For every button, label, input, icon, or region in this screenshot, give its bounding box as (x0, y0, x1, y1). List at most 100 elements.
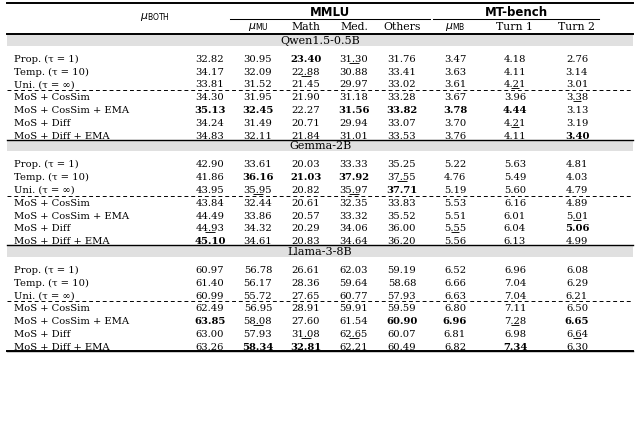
Text: 61.40: 61.40 (196, 278, 225, 287)
Bar (7, 140, 633, 152)
Text: 6.01: 6.01 (504, 211, 526, 220)
Text: 33.81: 33.81 (196, 80, 225, 89)
Text: 33.07: 33.07 (388, 119, 416, 128)
Text: 35.95: 35.95 (244, 186, 272, 194)
Text: 31.52: 31.52 (244, 80, 273, 89)
Text: 31.76: 31.76 (388, 55, 416, 64)
Text: 7.28: 7.28 (504, 316, 526, 326)
Text: 3.38: 3.38 (566, 93, 588, 102)
Text: 5.60: 5.60 (504, 186, 526, 194)
Text: $\mu_{\mathrm{BOTH}}$: $\mu_{\mathrm{BOTH}}$ (140, 11, 170, 23)
Text: 60.77: 60.77 (340, 291, 368, 300)
Text: Med.: Med. (340, 22, 368, 32)
Text: 63.00: 63.00 (196, 329, 224, 338)
Text: 21.45: 21.45 (292, 80, 321, 89)
Text: 7.04: 7.04 (504, 278, 526, 287)
Text: 57.93: 57.93 (388, 291, 416, 300)
Text: 4.03: 4.03 (566, 173, 588, 182)
Text: 31.18: 31.18 (340, 93, 369, 102)
Text: 58.08: 58.08 (244, 316, 272, 326)
Text: MoS + Diff: MoS + Diff (14, 224, 70, 233)
Text: 6.08: 6.08 (566, 265, 588, 274)
Text: 3.14: 3.14 (566, 68, 588, 77)
Text: 34.17: 34.17 (196, 68, 225, 77)
Text: Prop. (τ = 1): Prop. (τ = 1) (14, 160, 79, 169)
Text: 63.26: 63.26 (196, 342, 224, 351)
Text: 6.96: 6.96 (504, 265, 526, 274)
Text: 58.34: 58.34 (243, 342, 274, 351)
Text: 56.17: 56.17 (244, 278, 272, 287)
Text: $\mu_{\mathrm{MU}}$: $\mu_{\mathrm{MU}}$ (248, 21, 268, 33)
Text: 60.99: 60.99 (196, 291, 224, 300)
Text: 32.11: 32.11 (244, 131, 273, 140)
Text: MoS + CosSim: MoS + CosSim (14, 93, 90, 102)
Text: 33.02: 33.02 (388, 80, 416, 89)
Text: 31.49: 31.49 (244, 119, 273, 128)
Text: 6.13: 6.13 (504, 237, 526, 246)
Text: $\mu_{\mathrm{MB}}$: $\mu_{\mathrm{MB}}$ (445, 21, 465, 33)
Text: 30.95: 30.95 (244, 55, 272, 64)
Text: 4.76: 4.76 (444, 173, 466, 182)
Text: 3.76: 3.76 (444, 131, 466, 140)
Text: 33.41: 33.41 (388, 68, 417, 77)
Text: Temp. (τ = 10): Temp. (τ = 10) (14, 173, 89, 182)
Text: 44.93: 44.93 (196, 224, 225, 233)
Text: 5.56: 5.56 (444, 237, 466, 246)
Text: 37.71: 37.71 (387, 186, 418, 194)
Text: MoS + Diff: MoS + Diff (14, 329, 70, 338)
Text: 56.78: 56.78 (244, 265, 272, 274)
Text: 6.98: 6.98 (504, 329, 526, 338)
Text: 30.88: 30.88 (340, 68, 368, 77)
Text: 6.96: 6.96 (443, 316, 467, 326)
Text: 62.21: 62.21 (340, 342, 368, 351)
Text: 6.80: 6.80 (444, 304, 466, 313)
Text: 4.79: 4.79 (566, 186, 588, 194)
Text: 61.54: 61.54 (340, 316, 369, 326)
Text: 4.21: 4.21 (504, 119, 526, 128)
Text: 6.30: 6.30 (566, 342, 588, 351)
Bar (7, 246, 633, 257)
Text: 20.82: 20.82 (292, 186, 320, 194)
Text: 3.61: 3.61 (444, 80, 466, 89)
Text: 4.11: 4.11 (504, 131, 526, 140)
Text: 2.76: 2.76 (566, 55, 588, 64)
Text: Turn 1: Turn 1 (497, 22, 534, 32)
Text: 37.55: 37.55 (388, 173, 416, 182)
Text: 3.78: 3.78 (443, 106, 467, 115)
Text: Math: Math (292, 22, 321, 32)
Text: 58.68: 58.68 (388, 278, 416, 287)
Text: 59.64: 59.64 (340, 278, 368, 287)
Text: 37.92: 37.92 (339, 173, 369, 182)
Text: 4.44: 4.44 (503, 106, 527, 115)
Text: 32.81: 32.81 (291, 342, 322, 351)
Text: 33.33: 33.33 (340, 160, 368, 169)
Text: 36.20: 36.20 (388, 237, 416, 246)
Text: 34.06: 34.06 (340, 224, 368, 233)
Text: 33.82: 33.82 (387, 106, 418, 115)
Text: 59.19: 59.19 (388, 265, 417, 274)
Text: 31.08: 31.08 (292, 329, 321, 338)
Text: 55.72: 55.72 (244, 291, 272, 300)
Text: Prop. (τ = 1): Prop. (τ = 1) (14, 55, 79, 64)
Text: Uni. (τ = ∞): Uni. (τ = ∞) (14, 80, 75, 89)
Text: 21.90: 21.90 (292, 93, 321, 102)
Text: 36.00: 36.00 (388, 224, 416, 233)
Text: 20.83: 20.83 (292, 237, 320, 246)
Text: 41.86: 41.86 (196, 173, 225, 182)
Text: 32.09: 32.09 (244, 68, 272, 77)
Text: 33.86: 33.86 (244, 211, 272, 220)
Text: 3.19: 3.19 (566, 119, 588, 128)
Text: MoS + Diff + EMA: MoS + Diff + EMA (14, 131, 109, 140)
Text: 4.81: 4.81 (566, 160, 588, 169)
Text: Temp. (τ = 10): Temp. (τ = 10) (14, 68, 89, 77)
Text: 5.01: 5.01 (566, 211, 588, 220)
Text: 22.27: 22.27 (292, 106, 320, 115)
Text: 20.03: 20.03 (292, 160, 320, 169)
Text: 29.94: 29.94 (340, 119, 369, 128)
Text: 5.19: 5.19 (444, 186, 466, 194)
Text: Turn 2: Turn 2 (559, 22, 595, 32)
Text: 32.44: 32.44 (244, 198, 273, 207)
Text: 62.03: 62.03 (340, 265, 368, 274)
Text: 32.45: 32.45 (243, 106, 274, 115)
Text: 20.29: 20.29 (292, 224, 320, 233)
